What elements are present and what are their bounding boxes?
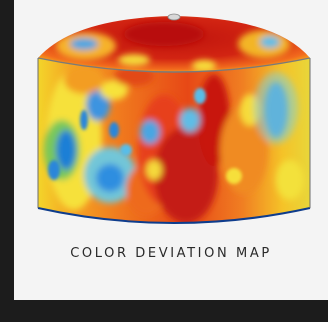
tank-roof-rim <box>37 57 311 73</box>
tank-deviation-render <box>37 13 311 224</box>
tank-base-edge <box>37 207 311 224</box>
image-caption: COLOR DEVIATION MAP <box>70 246 272 261</box>
wall-deviation-patches <box>44 66 304 223</box>
image-panel: COLOR DEVIATION MAP <box>14 0 328 300</box>
roof-deviation-patches <box>56 22 290 72</box>
roof-vent-icon <box>167 13 181 21</box>
